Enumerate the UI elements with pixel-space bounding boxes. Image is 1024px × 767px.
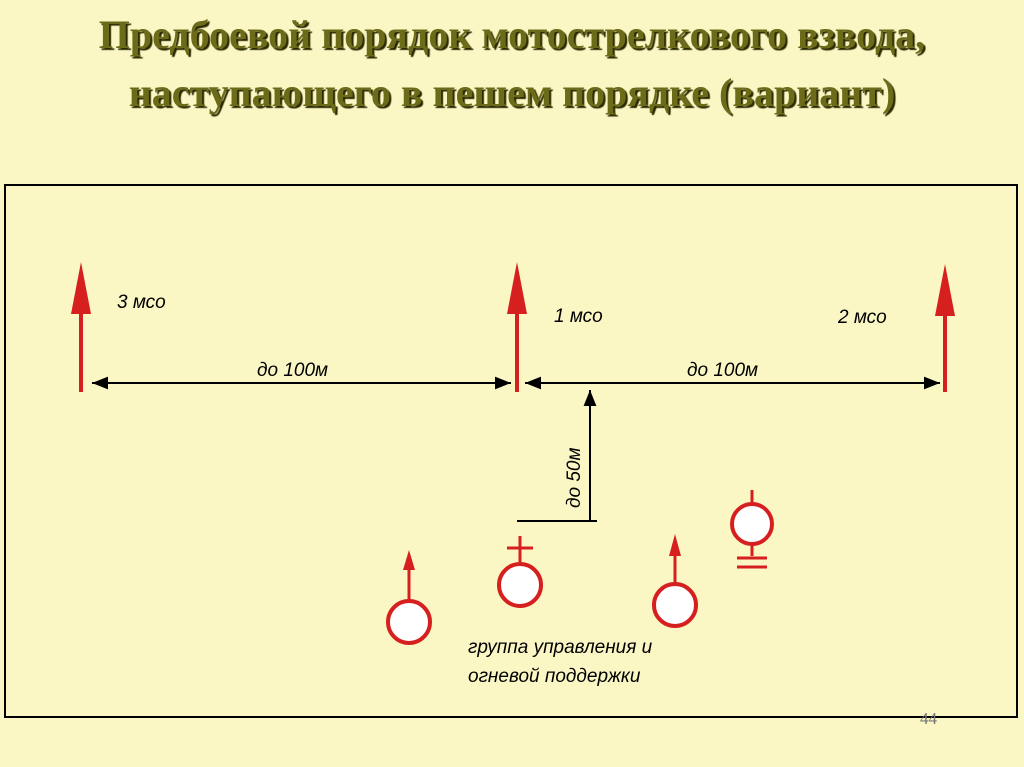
machine-gunner-icon <box>730 490 774 569</box>
diagram-frame <box>4 184 1018 718</box>
squad-2-label: 2 мсо <box>837 307 887 328</box>
slide-title: Предбоевой порядок мотострелкового взвод… <box>0 6 1024 122</box>
squad-3-arrow-icon <box>71 262 91 392</box>
commander-icon <box>497 536 543 608</box>
group-caption-line-1: группа управления и <box>468 637 653 658</box>
group-caption-line-2: огневой поддержки <box>468 666 641 687</box>
title-line-1: Предбоевой порядок мотострелкового взвод… <box>98 12 926 57</box>
squad-2-arrow-icon <box>935 264 955 392</box>
distance-depth-label: до 50м <box>564 447 585 508</box>
soldier-right-icon <box>652 534 698 628</box>
squad-1-label: 1 мсо <box>554 306 603 327</box>
title-line-2: наступающего в пешем порядке (вариант) <box>128 70 896 115</box>
distance-left-label: до 100м <box>257 360 328 381</box>
page-number: 44 <box>920 709 938 728</box>
squad-1-arrow-icon <box>507 262 527 392</box>
distance-right-label: до 100м <box>687 360 758 381</box>
squad-3-label: 3 мсо <box>117 292 166 313</box>
soldier-left-icon <box>386 550 432 645</box>
